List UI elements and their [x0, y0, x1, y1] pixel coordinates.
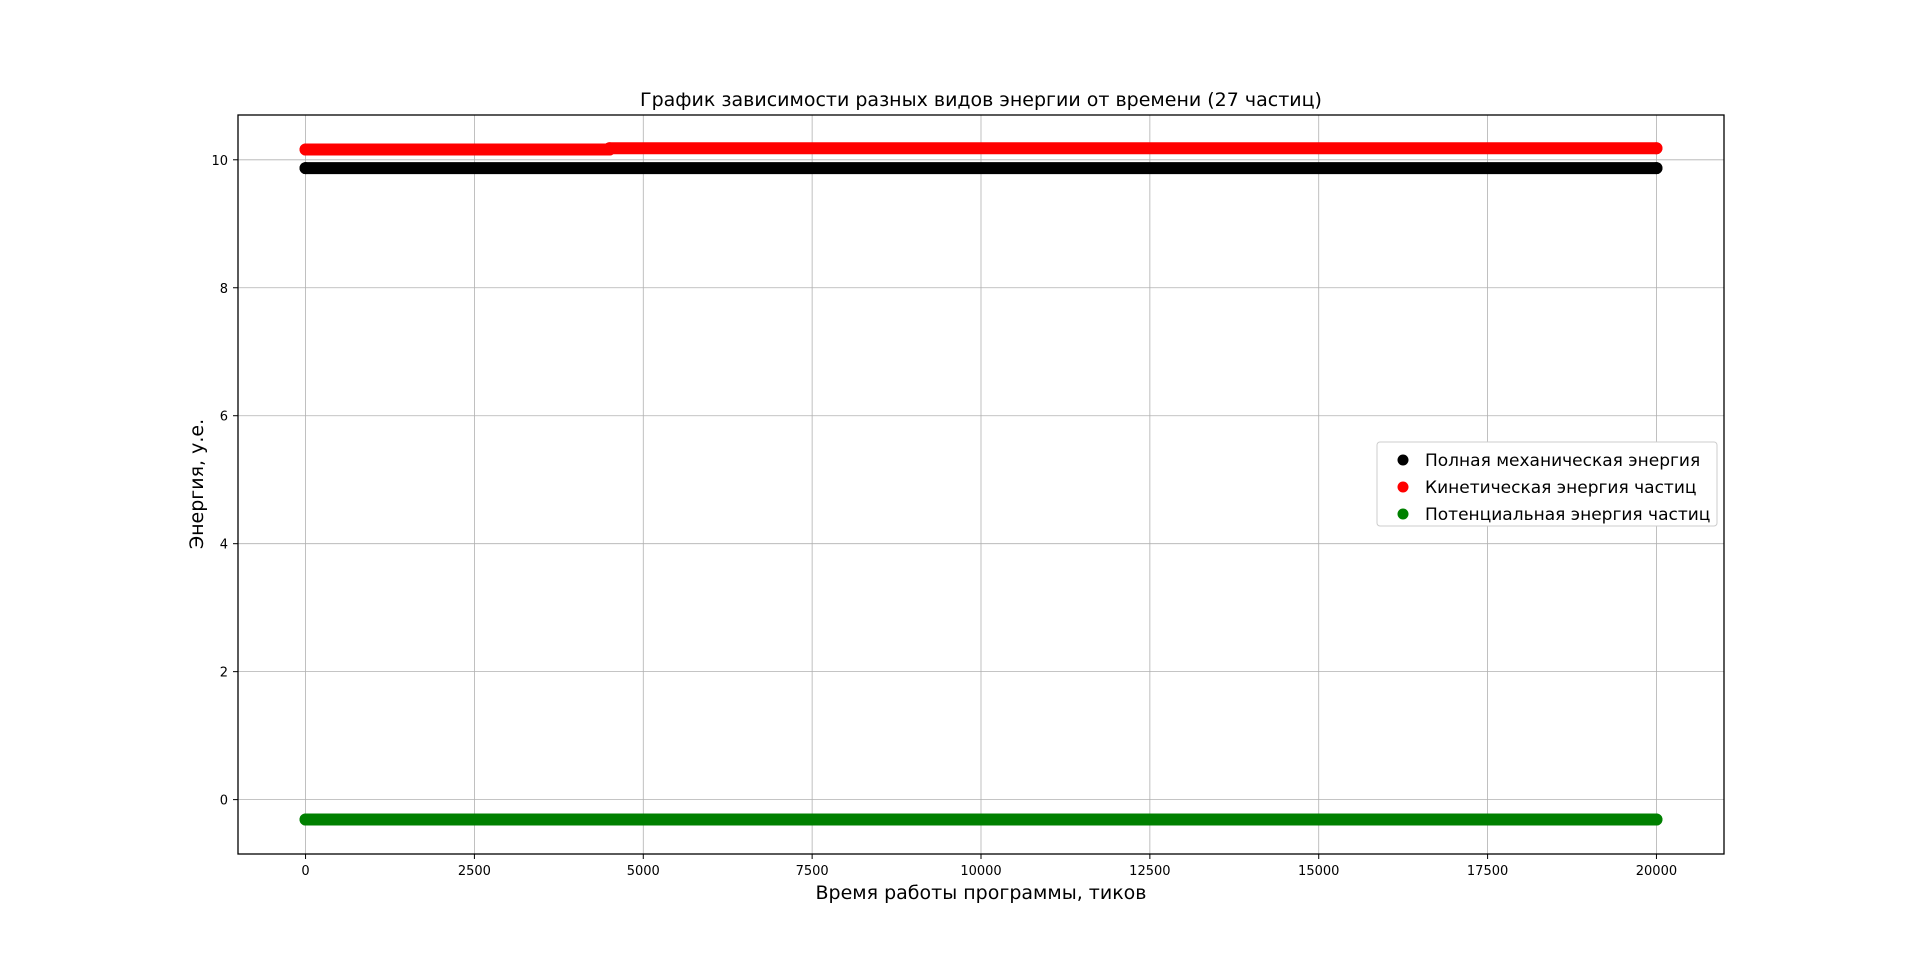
series-2 [299, 142, 1663, 156]
x-tick-label: 7500 [796, 864, 829, 879]
data-point [603, 142, 616, 155]
y-axis: 0 2 4 6 8 10 [211, 154, 238, 809]
legend-box [1376, 441, 1718, 527]
x-tick-label: 2500 [458, 864, 491, 879]
x-tick-label: 5000 [627, 864, 660, 879]
x-tick-label: 10000 [960, 864, 1001, 879]
x-tick-label: 20000 [1636, 864, 1677, 879]
x-tick-label: 12500 [1129, 864, 1170, 879]
series-1 [299, 162, 1663, 175]
legend-label: Полная механическая энергия [1425, 451, 1700, 471]
x-tick-label: 0 [301, 864, 309, 879]
x-axis: 0 2500 5000 7500 10000 12500 15000 17500 20000 [301, 854, 1677, 879]
y-tick-label: 2 [220, 666, 228, 681]
series-2-markers [299, 142, 1663, 156]
y-tick-label: 6 [220, 410, 228, 425]
y-axis-label: Энергия, у.е. [186, 419, 208, 549]
legend-marker [1397, 508, 1409, 520]
y-tick-label: 10 [211, 154, 228, 169]
legend-marker [1397, 454, 1409, 466]
chart-title: График зависимости разных видов энергии … [640, 89, 1322, 111]
series-3 [299, 813, 1663, 826]
data-point [1650, 813, 1663, 826]
legend-label: Потенциальная энергия частиц [1425, 505, 1710, 525]
grid [238, 115, 1724, 854]
x-tick-label: 15000 [1298, 864, 1339, 879]
y-tick-label: 4 [220, 538, 228, 553]
data-point [299, 813, 312, 826]
x-axis-label: Время работы программы, тиков [816, 882, 1147, 904]
y-tick-label: 8 [220, 282, 228, 297]
legend: Полная механическая энергия Кинетическая … [1376, 441, 1718, 527]
data-point [299, 162, 312, 175]
data-point [1650, 162, 1663, 175]
data-point [1650, 142, 1663, 155]
data-point [299, 143, 312, 156]
legend-marker [1397, 481, 1409, 493]
series-layer [299, 142, 1663, 826]
x-tick-label: 17500 [1467, 864, 1508, 879]
legend-label: Кинетическая энергия частиц [1425, 478, 1696, 498]
y-tick-label: 0 [220, 794, 228, 809]
